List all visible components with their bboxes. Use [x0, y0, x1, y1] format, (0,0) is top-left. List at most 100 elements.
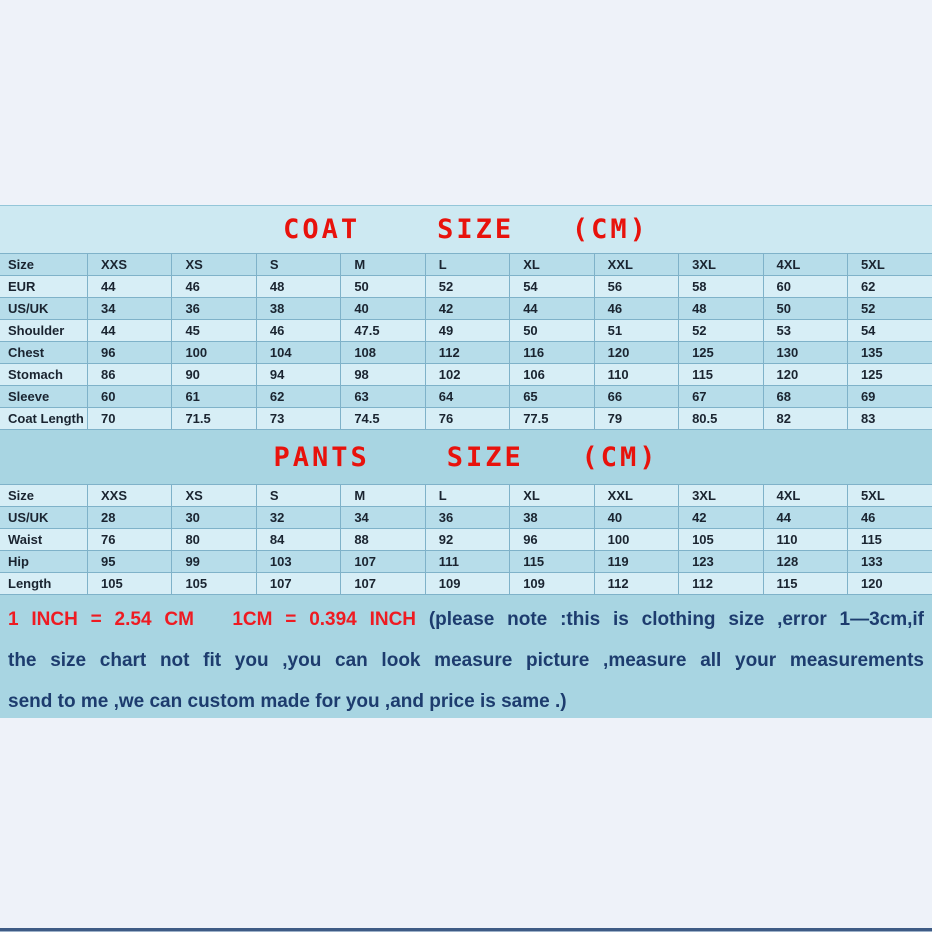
size-value-cell: 120: [762, 363, 848, 386]
table-row: Coat Length 70 71.5 73 74.5 76 77.5 79 80.5 82 83: [0, 407, 932, 430]
size-value-cell: 80.5: [678, 407, 764, 430]
size-value-cell: 115: [678, 363, 764, 386]
row-label: Sleeve: [0, 385, 88, 408]
size-value-cell: 74.5: [340, 407, 426, 430]
size-value-cell: 90: [171, 363, 257, 386]
table-row: EUR 44 46 48 50 52 54 56 58 60 62: [0, 275, 932, 298]
size-value-cell: 110: [593, 363, 680, 386]
size-value-cell: 108: [340, 341, 426, 364]
size-value-cell: 76: [424, 407, 511, 430]
table-row: Shoulder 44 45 46 47.5 49 50 51 52 53 54: [0, 319, 932, 342]
size-value-cell: 30: [171, 506, 257, 529]
size-value-cell: 94: [255, 363, 342, 386]
row-label: US/UK: [0, 297, 88, 320]
size-value-cell: 5XL: [846, 484, 932, 507]
size-value-cell: XXL: [593, 484, 680, 507]
size-value-cell: XXS: [86, 484, 173, 507]
row-label: Size: [0, 253, 88, 276]
size-value-cell: 34: [340, 506, 426, 529]
size-value-cell: 63: [340, 385, 426, 408]
size-value-cell: 50: [340, 275, 426, 298]
size-value-cell: 4XL: [762, 253, 848, 276]
size-value-cell: S: [255, 484, 342, 507]
size-value-cell: 112: [593, 572, 680, 595]
size-value-cell: 61: [171, 385, 257, 408]
table-row: Size XXS XS S M L XL XXL 3XL 4XL 5XL: [0, 253, 932, 276]
size-value-cell: 82: [762, 407, 848, 430]
size-value-cell: 125: [846, 363, 932, 386]
note-line-3: send to me ,we can custom made for you ,…: [8, 691, 567, 712]
size-value-cell: 5XL: [846, 253, 932, 276]
size-value-cell: 79: [593, 407, 680, 430]
size-value-cell: 45: [171, 319, 257, 342]
pants-size-table: Size XXS XS S M L XL XXL 3XL 4XL 5XL US/UK 28 30 32 34 3…: [0, 484, 932, 595]
table-row: Sleeve 60 61 62 63 64 65 66 67 68 69: [0, 385, 932, 408]
size-value-cell: S: [255, 253, 342, 276]
size-value-cell: 3XL: [678, 253, 764, 276]
size-value-cell: 65: [509, 385, 595, 408]
size-value-cell: 46: [593, 297, 680, 320]
size-value-cell: 3XL: [678, 484, 764, 507]
size-value-cell: 66: [593, 385, 680, 408]
size-value-cell: 47.5: [340, 319, 426, 342]
size-value-cell: 54: [509, 275, 595, 298]
size-value-cell: 44: [86, 319, 173, 342]
row-label: Length: [0, 572, 88, 595]
size-value-cell: 95: [86, 550, 173, 573]
size-value-cell: 69: [846, 385, 932, 408]
size-value-cell: XL: [509, 253, 595, 276]
size-value-cell: 46: [846, 506, 932, 529]
size-value-cell: 44: [86, 275, 173, 298]
size-value-cell: 105: [678, 528, 764, 551]
size-value-cell: 120: [846, 572, 932, 595]
size-value-cell: 107: [340, 550, 426, 573]
size-value-cell: 107: [255, 572, 342, 595]
size-value-cell: 115: [846, 528, 932, 551]
size-value-cell: 98: [340, 363, 426, 386]
size-value-cell: 110: [762, 528, 848, 551]
row-label: Coat Length: [0, 407, 88, 430]
size-value-cell: 112: [424, 341, 511, 364]
size-value-cell: 128: [762, 550, 848, 573]
table-row: US/UK 28 30 32 34 36 38 40 42 44 46: [0, 506, 932, 529]
size-value-cell: 44: [762, 506, 848, 529]
size-value-cell: 104: [255, 341, 342, 364]
coat-size-title: COAT SIZE (CM): [283, 214, 649, 245]
size-value-cell: XS: [171, 484, 257, 507]
size-value-cell: 105: [86, 572, 173, 595]
size-value-cell: 56: [593, 275, 680, 298]
size-value-cell: 80: [171, 528, 257, 551]
size-value-cell: 46: [171, 275, 257, 298]
size-value-cell: 4XL: [762, 484, 848, 507]
size-value-cell: 73: [255, 407, 342, 430]
size-value-cell: M: [340, 253, 426, 276]
size-value-cell: 133: [846, 550, 932, 573]
size-value-cell: 50: [509, 319, 595, 342]
size-value-cell: 86: [86, 363, 173, 386]
size-value-cell: 50: [762, 297, 848, 320]
size-value-cell: XXL: [593, 253, 680, 276]
size-value-cell: 58: [678, 275, 764, 298]
size-value-cell: 32: [255, 506, 342, 529]
size-value-cell: 53: [762, 319, 848, 342]
size-value-cell: 115: [762, 572, 848, 595]
size-value-cell: 64: [424, 385, 511, 408]
size-value-cell: M: [340, 484, 426, 507]
size-value-cell: 130: [762, 341, 848, 364]
size-value-cell: 36: [171, 297, 257, 320]
coat-size-table: Size XXS XS S M L XL XXL 3XL 4XL 5XL EUR 44 46 48 50 52 5…: [0, 253, 932, 430]
size-value-cell: 100: [593, 528, 680, 551]
coat-size-banner: COAT SIZE (CM): [0, 205, 932, 253]
size-value-cell: 68: [762, 385, 848, 408]
pants-size-title: PANTS SIZE (CM): [273, 441, 659, 473]
size-value-cell: 116: [509, 341, 595, 364]
row-label: Stomach: [0, 363, 88, 386]
note-line-1: 1 INCH = 2.54 CM 1CM = 0.394 INCH (pleas…: [8, 599, 924, 640]
size-value-cell: 40: [340, 297, 426, 320]
size-value-cell: 38: [255, 297, 342, 320]
size-value-cell: 115: [509, 550, 595, 573]
row-label: Shoulder: [0, 319, 88, 342]
size-value-cell: 119: [593, 550, 680, 573]
size-value-cell: 49: [424, 319, 511, 342]
table-row: Waist 76 80 84 88 92 96 100 105 110 115: [0, 528, 932, 551]
